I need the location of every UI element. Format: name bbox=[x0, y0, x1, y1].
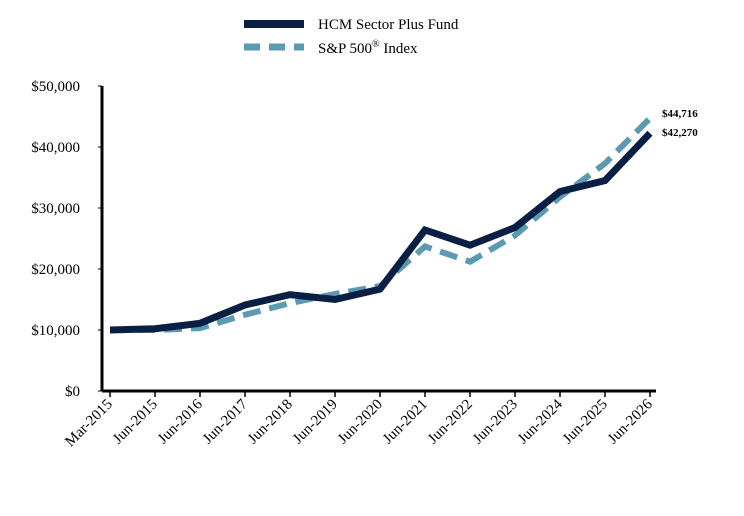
x-tick-label: Jun-2025 bbox=[560, 397, 611, 448]
x-tick-label: Jun-2022 bbox=[425, 397, 476, 448]
legend-label-index: S&P 500® Index bbox=[318, 39, 418, 57]
x-tick-label: Jun-2015 bbox=[110, 397, 161, 448]
x-tick-label: Jun-2017 bbox=[200, 396, 251, 447]
legend-label-index-name: S&P 500 bbox=[318, 41, 372, 57]
x-tick-label: Jun-2020 bbox=[335, 397, 386, 448]
x-tick-label: Jun-2021 bbox=[380, 397, 431, 448]
y-tick-label: $30,000 bbox=[31, 201, 80, 217]
x-tick-label: Mar-2015 bbox=[62, 397, 116, 451]
x-tick-label: Jun-2016 bbox=[155, 396, 206, 447]
x-axis: Mar-2015Jun-2015Jun-2016Jun-2017Jun-2018… bbox=[62, 389, 656, 451]
legend-label-index-superscript: ® bbox=[372, 39, 380, 50]
x-tick-label: Jun-2018 bbox=[245, 397, 296, 448]
x-tick-label: Jun-2026 bbox=[605, 396, 656, 447]
legend: HCM Sector Plus Fund S&P 500® Index bbox=[244, 17, 459, 57]
y-tick-label: $0 bbox=[65, 384, 80, 400]
y-tick-label: $40,000 bbox=[31, 140, 80, 156]
y-axis: $0 $10,000 $20,000 $30,000 $40,000 $50,000 bbox=[31, 79, 104, 400]
legend-label-fund: HCM Sector Plus Fund bbox=[318, 17, 459, 33]
end-label-fund: $42,270 bbox=[662, 127, 698, 139]
y-tick-label: $50,000 bbox=[31, 79, 80, 95]
x-tick-label: Jun-2023 bbox=[470, 397, 521, 448]
end-labels: $42,270 $44,716 bbox=[662, 108, 698, 139]
x-tick-label: Jun-2019 bbox=[290, 397, 341, 448]
series-line-index bbox=[110, 116, 653, 333]
legend-label-index-suffix: Index bbox=[380, 41, 418, 57]
y-tick-label: $20,000 bbox=[31, 262, 80, 278]
plot-series bbox=[109, 116, 653, 334]
end-label-index: $44,716 bbox=[662, 108, 698, 120]
x-tick-label: Jun-2024 bbox=[515, 396, 566, 447]
series-line-fund bbox=[109, 130, 653, 334]
y-tick-label: $10,000 bbox=[31, 323, 80, 339]
